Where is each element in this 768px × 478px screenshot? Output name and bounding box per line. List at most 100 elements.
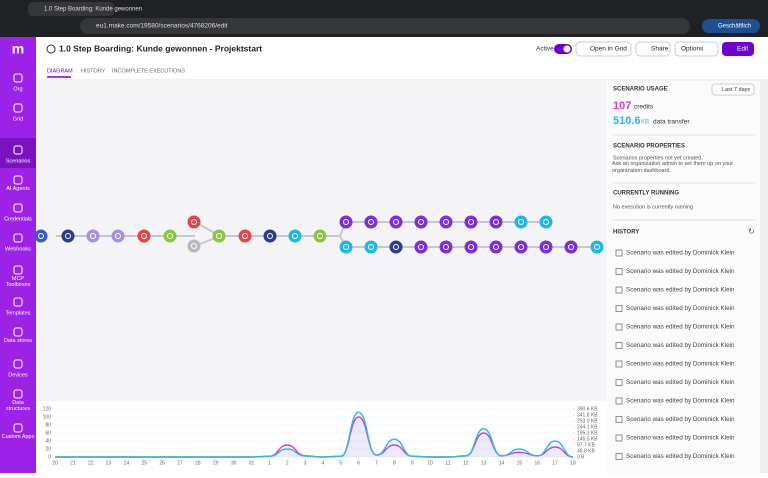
y-tick-label: 120 xyxy=(43,406,52,412)
profile-button[interactable] xyxy=(702,19,760,33)
module-node[interactable] xyxy=(389,240,403,254)
module-node[interactable] xyxy=(339,240,353,254)
sidebar-label: Grid xyxy=(13,116,23,122)
sidebar-label-box: AI Agents xyxy=(6,186,30,192)
module-icon xyxy=(292,233,298,239)
y-tick-label: 100 xyxy=(43,414,52,420)
sidebar-active xyxy=(0,138,36,168)
share-button[interactable] xyxy=(635,41,671,57)
range-button[interactable] xyxy=(711,83,755,96)
module-node[interactable] xyxy=(313,229,327,243)
history-icon xyxy=(615,416,623,423)
module-node[interactable] xyxy=(464,240,478,254)
module-icon xyxy=(167,233,173,239)
module-node[interactable] xyxy=(439,240,453,254)
refresh-icon[interactable]: ↻ xyxy=(748,227,755,236)
sidebar-label: Webhooks xyxy=(5,246,31,252)
module-node[interactable] xyxy=(464,215,478,229)
browser-tab[interactable] xyxy=(28,2,114,16)
module-icon xyxy=(468,244,474,250)
module-node[interactable] xyxy=(61,229,75,243)
profile: Geschäftlich xyxy=(718,24,751,30)
address-bar[interactable] xyxy=(80,18,690,34)
module-node[interactable] xyxy=(187,215,201,229)
edit-button[interactable] xyxy=(722,42,754,56)
module-node[interactable] xyxy=(111,229,125,243)
running-text: No execution is currently running xyxy=(613,204,693,210)
history-item: Scenario was edited by Dominick Klein xyxy=(626,324,735,331)
x-tick-label: 3 xyxy=(304,460,307,466)
tab[interactable]: DIAGRAM xyxy=(47,68,73,74)
module-node[interactable] xyxy=(263,229,277,243)
history-icon xyxy=(615,249,623,257)
module-node[interactable] xyxy=(539,215,553,229)
y-tick-label: 40 xyxy=(45,438,51,444)
history-item: Scenario was edited by Dominick Klein xyxy=(626,379,735,386)
history-icon xyxy=(615,397,623,405)
module-node[interactable] xyxy=(489,240,503,254)
module-node[interactable] xyxy=(389,215,403,229)
tab[interactable]: INCOMPLETE EXECUTIONS xyxy=(112,68,185,74)
module-icon xyxy=(468,219,474,225)
back-button[interactable] xyxy=(46,44,56,54)
open-grid-button[interactable] xyxy=(575,41,632,57)
module-node[interactable] xyxy=(364,240,378,254)
sidebar-label-box: MCP Toolboxes xyxy=(6,276,31,288)
module-node[interactable] xyxy=(187,239,201,253)
history-icon xyxy=(615,305,623,312)
module-icon xyxy=(343,244,349,250)
module-node[interactable] xyxy=(364,215,378,229)
module-node[interactable] xyxy=(212,229,226,243)
y2-tick-label: 390.6 KB xyxy=(577,406,598,412)
module-node[interactable] xyxy=(439,215,453,229)
y2-tick-label: 244.1 KB xyxy=(577,424,598,430)
x-tick-label: 15 xyxy=(517,460,523,466)
x-tick-label: 30 xyxy=(231,460,237,466)
module-node[interactable] xyxy=(288,229,302,243)
module-icon xyxy=(443,244,449,250)
module-icon xyxy=(368,219,374,225)
x-tick-label: 24 xyxy=(124,460,130,466)
credits-label: credits xyxy=(634,104,654,111)
credits-value: 107 xyxy=(613,100,631,112)
sidebar-icon xyxy=(13,389,23,399)
module-node[interactable] xyxy=(414,240,428,254)
module-node[interactable] xyxy=(590,240,604,254)
tab[interactable]: HISTORY xyxy=(81,68,106,74)
area xyxy=(55,412,573,457)
module-node[interactable] xyxy=(514,240,528,254)
module-node[interactable] xyxy=(514,215,528,229)
history-item: Scenario was edited by Dominick Klein xyxy=(626,398,735,405)
x-tick-label: 20 xyxy=(52,460,58,466)
properties-text: Scenarios properties not yet created. xyxy=(613,155,703,161)
module-node[interactable] xyxy=(489,215,503,229)
sidebar-label: Devices xyxy=(8,372,28,378)
module-node[interactable] xyxy=(163,229,177,243)
module-node[interactable] xyxy=(238,229,252,243)
module-icon xyxy=(518,219,524,225)
sidebar-label: Data stores xyxy=(3,338,33,344)
module-icon xyxy=(343,219,349,225)
module-node[interactable] xyxy=(339,215,353,229)
module-icon xyxy=(38,233,44,239)
module-node[interactable] xyxy=(539,240,553,254)
x-tick-label: 9 xyxy=(411,460,414,466)
transfer-unit: KB xyxy=(641,120,649,126)
module-icon xyxy=(418,219,424,225)
module-node[interactable] xyxy=(34,229,48,243)
module-node[interactable] xyxy=(86,229,100,243)
x-tick-label: 14 xyxy=(499,460,505,466)
module-icon xyxy=(267,233,273,239)
series-line xyxy=(54,411,574,458)
module-node[interactable] xyxy=(137,229,151,243)
sidebar-label: AI Agents xyxy=(6,186,30,192)
sidebar-icon xyxy=(13,297,23,307)
y2-tick-label: 146.5 KB xyxy=(577,436,598,442)
x-tick-label: 29 xyxy=(213,460,219,466)
module-node[interactable] xyxy=(564,240,578,254)
module-node[interactable] xyxy=(414,215,428,229)
module-icon xyxy=(65,233,71,239)
options-button[interactable] xyxy=(674,41,719,57)
x-tick-label: 5 xyxy=(339,460,342,466)
open-grid: Open in Grid xyxy=(590,46,627,53)
